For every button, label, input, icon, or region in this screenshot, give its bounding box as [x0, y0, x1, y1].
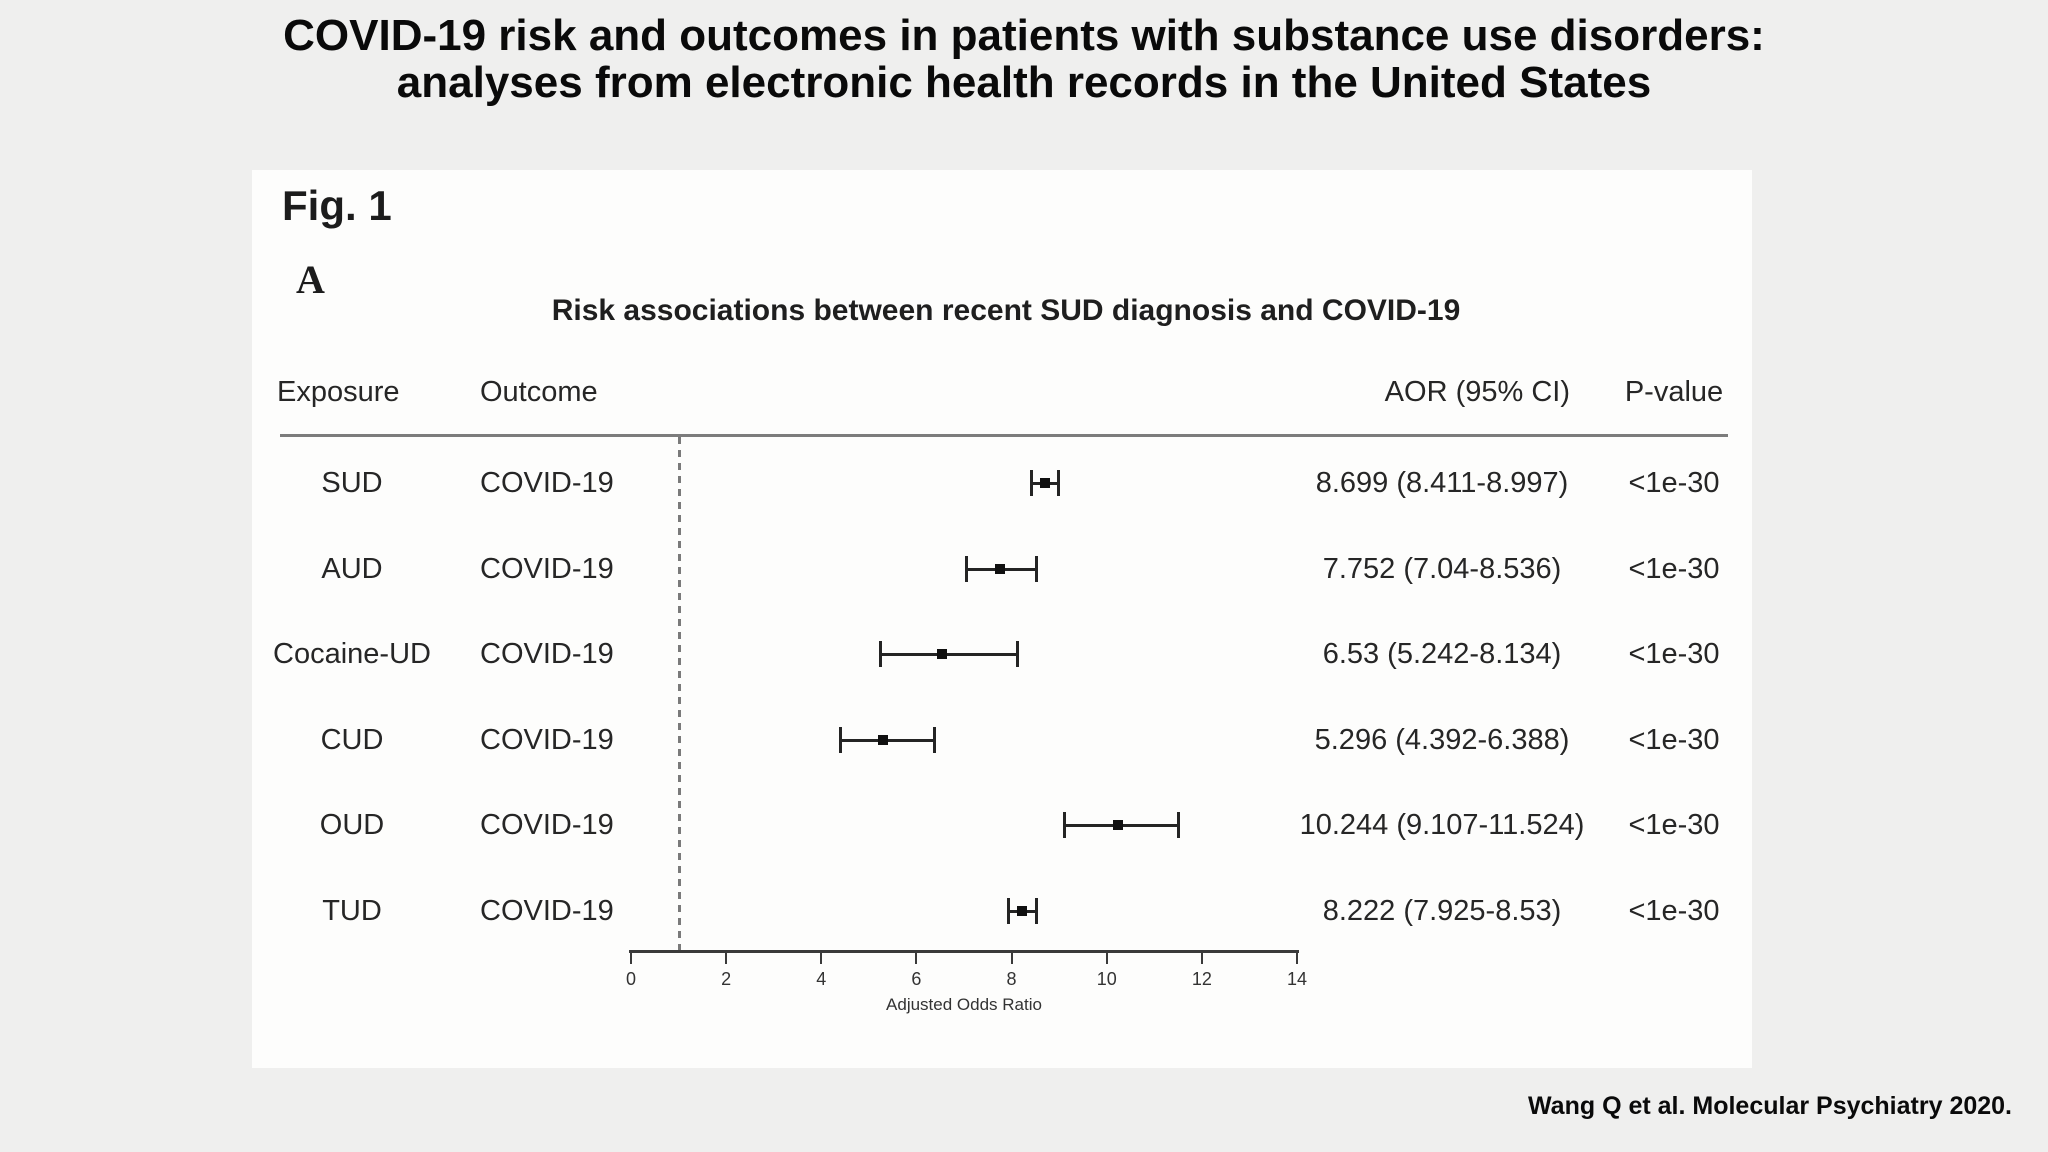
- ci-cap-high: [932, 726, 936, 753]
- page-title-line1: COVID-19 risk and outcomes in patients w…: [283, 11, 1765, 60]
- point-estimate-marker: [1039, 478, 1050, 488]
- figure-subtitle: Risk associations between recent SUD dia…: [551, 294, 1461, 327]
- table-row: TUD COVID-19 8.222 (7.925-8.53) <1e-30: [252, 170, 1752, 1068]
- ci-cap-low: [1063, 812, 1067, 838]
- x-axis-tick-label: 8: [1006, 969, 1017, 989]
- page-title: COVID-19 risk and outcomes in patients w…: [0, 12, 2048, 106]
- point-estimate-marker: [1113, 820, 1124, 830]
- outcome-label: COVID-19: [480, 723, 614, 756]
- ci-cap-low: [964, 555, 968, 582]
- pvalue-label: <1e-30: [1628, 723, 1720, 756]
- exposure-label: AUD: [321, 552, 383, 585]
- point-estimate-marker: [1017, 905, 1028, 916]
- ci-cap-low: [879, 641, 883, 667]
- x-axis-tick-label: 2: [721, 969, 732, 989]
- x-axis-label: Adjusted Odds Ratio: [886, 995, 1042, 1014]
- outcome-label: COVID-19: [480, 894, 614, 927]
- pvalue-label: <1e-30: [1628, 809, 1720, 841]
- table-row: OUD COVID-19 10.244 (9.107-11.524) <1e-30: [252, 170, 1752, 1068]
- x-axis-tick: [820, 950, 823, 964]
- x-axis-tick-label: 12: [1191, 969, 1212, 989]
- x-axis-tick: [725, 950, 728, 964]
- x-axis-tick: [915, 950, 918, 964]
- header-separator-line: [280, 434, 1728, 437]
- ci-cap-low: [1007, 897, 1010, 924]
- exposure-label: OUD: [319, 809, 385, 841]
- ci-cap-high: [1177, 812, 1181, 838]
- ci-cap-low: [838, 726, 842, 753]
- figure-panel: Fig. 1 A Risk associations between recen…: [252, 170, 1752, 1068]
- x-axis-line: [629, 950, 1299, 953]
- x-axis: Adjusted Odds Ratio 0 2 4 6 8 10 12 14: [252, 170, 1752, 1068]
- exposure-label: Cocaine-UD: [273, 638, 431, 670]
- x-axis-tick-label: 0: [625, 969, 636, 989]
- x-axis-tick-label: 6: [911, 969, 922, 989]
- column-header-pvalue: P-value: [1624, 376, 1724, 408]
- ci-cap-low: [1030, 470, 1034, 496]
- x-axis-tick-label: 4: [816, 969, 827, 989]
- reference-line: [677, 437, 681, 950]
- table-row: Cocaine-UD COVID-19 6.53 (5.242-8.134) <1e-…: [252, 170, 1752, 1068]
- exposure-label: CUD: [320, 723, 384, 756]
- outcome-label: COVID-19: [480, 638, 614, 670]
- table-row: CUD COVID-19 5.296 (4.392-6.388) <1e-30: [252, 170, 1752, 1068]
- x-axis-tick-label: 10: [1096, 969, 1117, 989]
- pvalue-label: <1e-30: [1628, 638, 1720, 670]
- ci-cap-high: [1057, 470, 1060, 496]
- exposure-label: SUD: [321, 467, 383, 499]
- x-axis-tick: [1296, 950, 1298, 964]
- point-estimate-marker: [936, 649, 947, 659]
- outcome-label: COVID-19: [480, 552, 614, 585]
- ci-cap-high: [1015, 641, 1019, 667]
- column-header-outcome: Outcome: [480, 376, 598, 408]
- pvalue-label: <1e-30: [1628, 894, 1720, 927]
- aor-ci-label: 6.53 (5.242-8.134): [1322, 638, 1562, 670]
- x-axis-tick: [1200, 950, 1203, 964]
- point-estimate-marker: [877, 734, 888, 745]
- outcome-label: COVID-19: [480, 467, 614, 499]
- column-header-aor: AOR (95% CI): [1384, 376, 1570, 408]
- citation: Wang Q et al. Molecular Psychiatry 2020.: [1528, 1092, 2012, 1120]
- panel-a-label: A: [296, 257, 325, 302]
- table-row: AUD COVID-19 7.752 (7.04-8.536) <1e-30: [252, 170, 1752, 1068]
- table-row: SUD COVID-19 8.699 (8.411-8.997) <1e-30: [252, 170, 1752, 1068]
- outcome-label: COVID-19: [480, 809, 614, 841]
- figure-label: Fig. 1: [282, 182, 392, 229]
- pvalue-label: <1e-30: [1628, 467, 1720, 499]
- aor-ci-label: 8.699 (8.411-8.997): [1315, 467, 1569, 499]
- pvalue-label: <1e-30: [1628, 552, 1720, 585]
- x-axis-tick: [1010, 950, 1013, 964]
- ci-cap-high: [1035, 555, 1039, 582]
- exposure-label: TUD: [322, 894, 382, 927]
- x-axis-tick: [1105, 950, 1108, 964]
- page-title-line2: analyses from electronic health records …: [396, 58, 1652, 107]
- aor-ci-label: 10.244 (9.107-11.524): [1299, 809, 1585, 841]
- ci-cap-high: [1034, 897, 1038, 924]
- forest-rows: SUD COVID-19 8.699 (8.411-8.997) <1e-30 AUD C…: [252, 170, 1752, 1068]
- ci-line: [880, 653, 1018, 656]
- aor-ci-label: 7.752 (7.04-8.536): [1322, 552, 1562, 585]
- aor-ci-label: 5.296 (4.392-6.388): [1314, 723, 1570, 756]
- x-axis-tick-label: 14: [1286, 969, 1308, 989]
- x-axis-tick: [630, 950, 632, 964]
- column-header-exposure: Exposure: [277, 376, 400, 408]
- point-estimate-marker: [994, 563, 1005, 574]
- aor-ci-label: 8.222 (7.925-8.53): [1322, 894, 1562, 927]
